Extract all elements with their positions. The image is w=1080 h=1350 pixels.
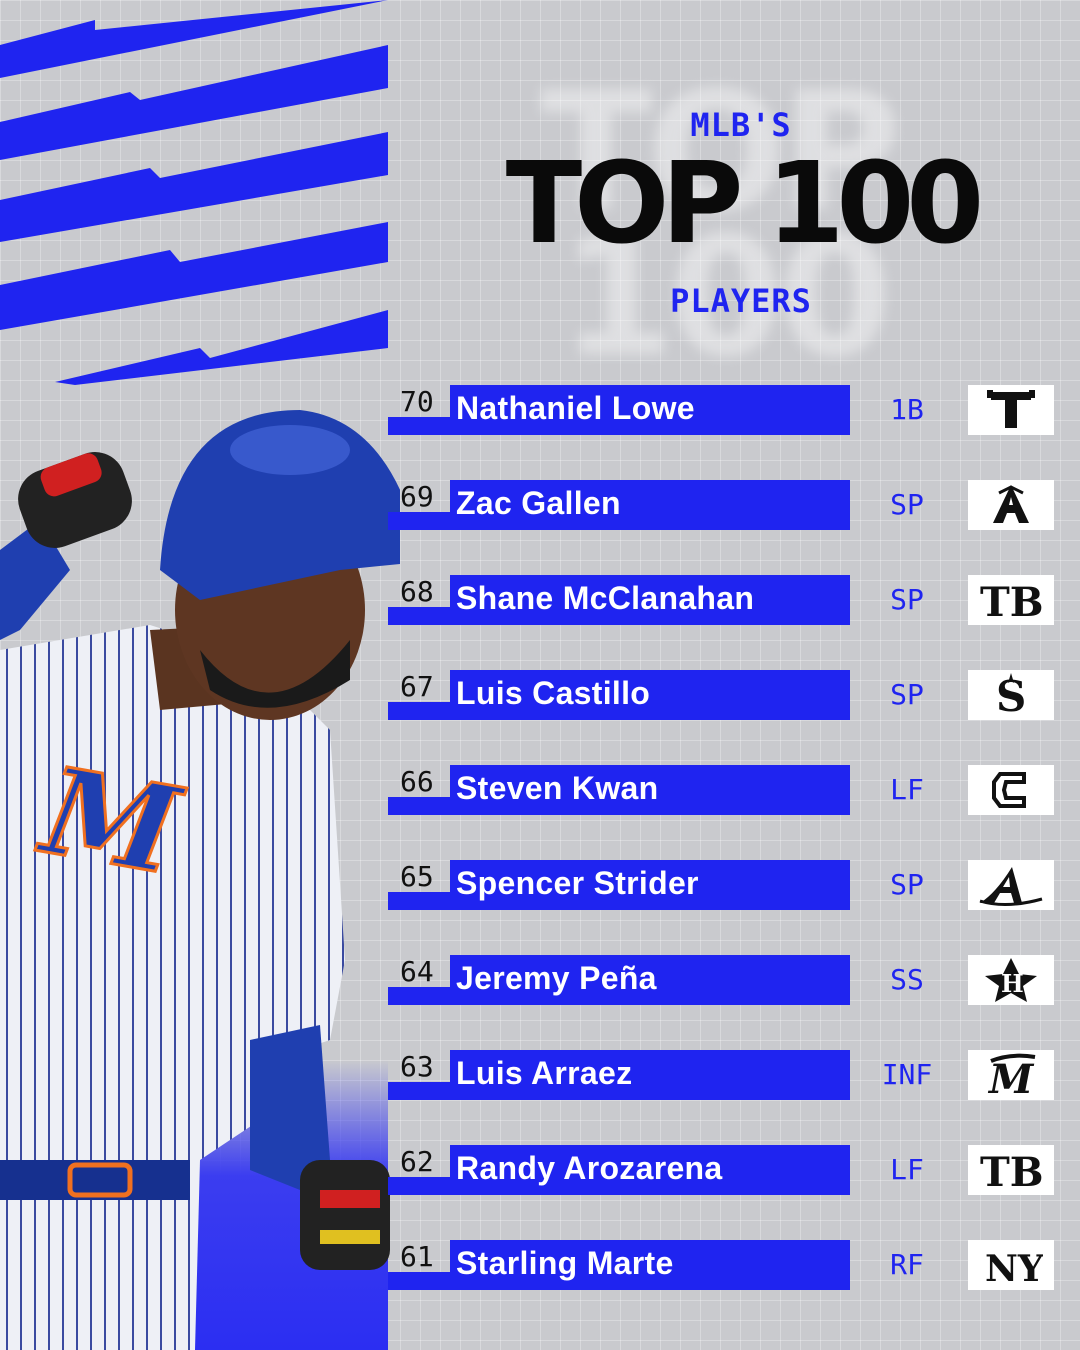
svg-text:M: M bbox=[29, 740, 191, 903]
player-name: Jeremy Peña bbox=[456, 960, 657, 996]
player-name: Steven Kwan bbox=[456, 770, 659, 806]
player-name: Spencer Strider bbox=[456, 865, 699, 901]
player-position: LF bbox=[890, 1153, 924, 1186]
player-rank: 70 bbox=[400, 385, 434, 418]
player-name: Randy Arozarena bbox=[456, 1150, 723, 1186]
player-row: 66 Steven Kwan LF bbox=[388, 765, 1078, 825]
player-row: 70 Nathaniel Lowe 1B bbox=[388, 385, 1078, 445]
header-subtitle: PLAYERS bbox=[670, 282, 812, 320]
player-name-bar: Starling Marte bbox=[450, 1240, 850, 1290]
player-photo: M bbox=[0, 410, 400, 1350]
player-rank: 61 bbox=[400, 1240, 434, 1273]
svg-text:NY: NY bbox=[985, 1248, 1043, 1287]
player-row: 61 Starling Marte RF NY bbox=[388, 1240, 1078, 1300]
marlins-logo-icon: M bbox=[968, 1050, 1054, 1100]
player-name: Starling Marte bbox=[456, 1245, 674, 1281]
player-rank: 64 bbox=[400, 955, 434, 988]
player-position: SP bbox=[890, 868, 924, 901]
astros-logo-icon: H bbox=[968, 955, 1054, 1005]
rank-underline bbox=[388, 702, 452, 720]
rank-underline bbox=[388, 512, 452, 530]
player-rank: 62 bbox=[400, 1145, 434, 1178]
player-row: 69 Zac Gallen SP bbox=[388, 480, 1078, 540]
player-row: 62 Randy Arozarena LF TB bbox=[388, 1145, 1078, 1205]
page-title: TOP 100 bbox=[505, 139, 984, 269]
player-rank: 65 bbox=[400, 860, 434, 893]
rays-logo-icon: TB bbox=[968, 575, 1054, 625]
diamondbacks-logo-icon bbox=[968, 480, 1054, 530]
rays-logo-icon: TB bbox=[968, 1145, 1054, 1195]
rank-underline bbox=[388, 1082, 452, 1100]
player-name-bar: Spencer Strider bbox=[450, 860, 850, 910]
braves-logo-icon bbox=[968, 860, 1054, 910]
player-row: 64 Jeremy Peña SS H bbox=[388, 955, 1078, 1015]
player-name-bar: Luis Castillo bbox=[450, 670, 850, 720]
rank-underline bbox=[388, 1177, 452, 1195]
ghost-text-top: TOP bbox=[540, 56, 902, 248]
player-position: SP bbox=[890, 583, 924, 616]
player-rank: 68 bbox=[400, 575, 434, 608]
player-name-bar: Zac Gallen bbox=[450, 480, 850, 530]
player-position: SP bbox=[890, 488, 924, 521]
player-row: 67 Luis Castillo SP S bbox=[388, 670, 1078, 730]
svg-text:TB: TB bbox=[980, 1149, 1044, 1192]
player-position: SS bbox=[890, 963, 924, 996]
player-name: Luis Castillo bbox=[456, 675, 651, 711]
svg-text:H: H bbox=[1001, 969, 1024, 998]
player-name-bar: Shane McClanahan bbox=[450, 575, 850, 625]
player-name-bar: Luis Arraez bbox=[450, 1050, 850, 1100]
guardians-logo-icon bbox=[968, 765, 1054, 815]
header-kicker: MLB'S bbox=[690, 106, 792, 144]
rank-underline bbox=[388, 607, 452, 625]
svg-text:M: M bbox=[987, 1056, 1035, 1097]
player-rank: 63 bbox=[400, 1050, 434, 1083]
player-name-bar: Nathaniel Lowe bbox=[450, 385, 850, 435]
rangers-logo-icon bbox=[968, 385, 1054, 435]
player-position: SP bbox=[890, 678, 924, 711]
player-row: 65 Spencer Strider SP bbox=[388, 860, 1078, 920]
player-name: Zac Gallen bbox=[456, 485, 621, 521]
decorative-stripes bbox=[0, 0, 388, 385]
player-name: Shane McClanahan bbox=[456, 580, 755, 616]
player-position: INF bbox=[881, 1058, 933, 1091]
rank-underline bbox=[388, 797, 452, 815]
player-position: LF bbox=[890, 773, 924, 806]
ghost-text-bottom: 100 bbox=[560, 201, 892, 393]
player-name: Luis Arraez bbox=[456, 1055, 633, 1091]
player-row: 63 Luis Arraez INF M bbox=[388, 1050, 1078, 1110]
player-rank: 69 bbox=[400, 480, 434, 513]
player-position: 1B bbox=[890, 393, 924, 426]
player-name-bar: Jeremy Peña bbox=[450, 955, 850, 1005]
rank-underline bbox=[388, 987, 452, 1005]
rank-underline bbox=[388, 417, 452, 435]
player-rank: 66 bbox=[400, 765, 434, 798]
player-rank: 67 bbox=[400, 670, 434, 703]
player-name-bar: Steven Kwan bbox=[450, 765, 850, 815]
player-name: Nathaniel Lowe bbox=[456, 390, 695, 426]
rank-underline bbox=[388, 892, 452, 910]
player-row: 68 Shane McClanahan SP TB bbox=[388, 575, 1078, 635]
player-name-bar: Randy Arozarena bbox=[450, 1145, 850, 1195]
mets-logo-icon: NY bbox=[968, 1240, 1054, 1290]
mariners-logo-icon: S bbox=[968, 670, 1054, 720]
svg-text:TB: TB bbox=[980, 579, 1044, 622]
player-position: RF bbox=[890, 1248, 924, 1281]
rank-underline bbox=[388, 1272, 452, 1290]
